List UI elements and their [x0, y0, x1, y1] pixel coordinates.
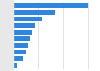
Bar	[14, 50, 26, 54]
Bar	[14, 10, 55, 15]
Bar	[14, 3, 88, 8]
Bar	[14, 30, 32, 35]
Bar	[14, 43, 28, 48]
Bar	[14, 56, 23, 61]
Bar	[14, 36, 30, 41]
Bar	[14, 17, 42, 21]
Bar	[14, 23, 35, 28]
Bar	[14, 63, 17, 68]
